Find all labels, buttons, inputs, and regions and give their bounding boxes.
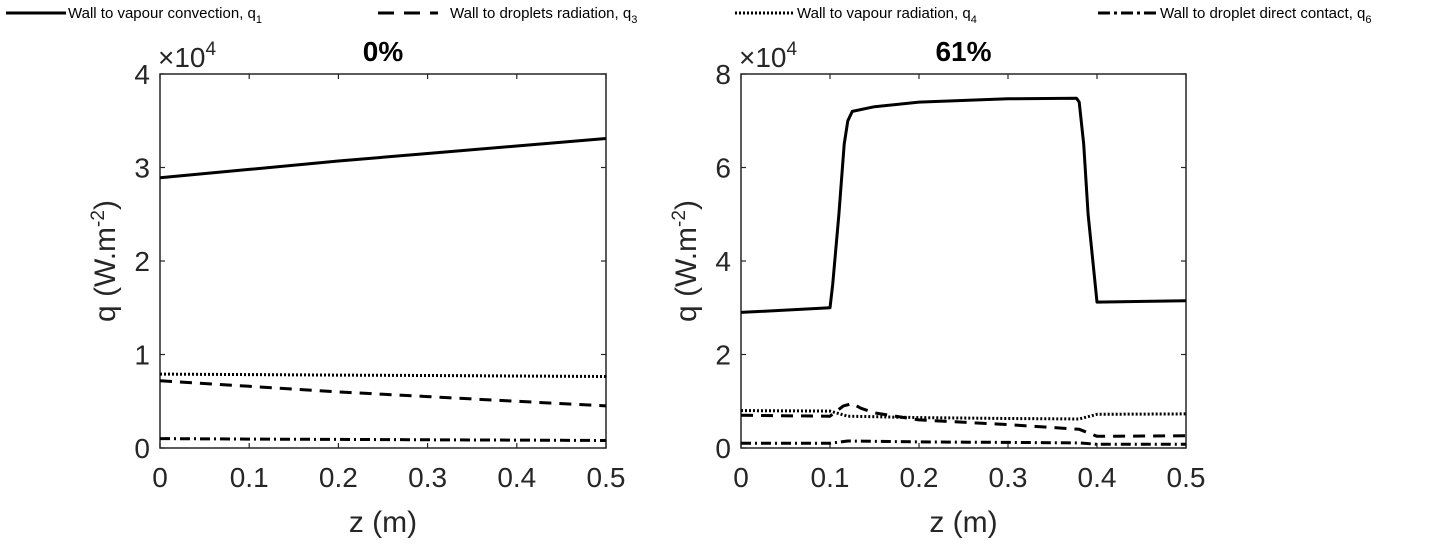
axes-box	[740, 73, 1187, 449]
y-axis-label: q (W.m-2)	[88, 200, 122, 322]
x-tick-label: 0.1	[811, 462, 850, 493]
x-tick-label: 0.1	[230, 462, 269, 493]
y-tick-label: 0	[715, 433, 731, 464]
y-tick-label: 0	[134, 433, 150, 464]
y-tick-label: 3	[134, 153, 150, 184]
chart-legend: Wall to vapour convection, q1 Wall to dr…	[6, 5, 1372, 26]
panel-title: 0%	[363, 36, 404, 67]
legend-item-q1: Wall to vapour convection, q1	[6, 5, 262, 26]
x-tick-label: 0.2	[900, 462, 939, 493]
y-axis-label: q (W.m-2)	[669, 200, 703, 322]
series-line-dashdot	[159, 437, 607, 442]
series-line-dashed	[740, 402, 1187, 438]
axis-scale-factor: ×104	[739, 39, 798, 73]
x-tick-label: 0.4	[497, 462, 536, 493]
series-line-dotted	[740, 409, 1187, 421]
series-line-dotted	[159, 372, 607, 378]
y-tick-label: 6	[715, 153, 731, 184]
x-axis-label: z (m)	[929, 506, 997, 539]
x-tick-label: 0.5	[1167, 462, 1206, 493]
y-tick-label: 8	[715, 59, 731, 90]
x-tick-label: 0.3	[408, 462, 447, 493]
panel-title: 61%	[935, 36, 991, 67]
y-tick-label: 4	[715, 246, 731, 277]
y-tick-label: 1	[134, 340, 150, 371]
panel-61pct: 0 0.1 0.2 0.3 0.4 0.5 0 2 4 6 8 z (m) q (W.m-2) ×104 6…	[669, 36, 1205, 539]
series-line-solid	[159, 137, 607, 180]
axes-box	[159, 73, 607, 449]
legend-label-q3: Wall to droplets radiation, q3	[450, 5, 637, 26]
legend-label-q6: Wall to droplet direct contact, q6	[1160, 5, 1372, 26]
y-tick-label: 2	[134, 246, 150, 277]
x-tick-label: 0	[152, 462, 168, 493]
x-axis-label: z (m)	[349, 506, 417, 539]
series-line-dashdot	[741, 439, 1186, 446]
x-tick-label: 0.5	[587, 462, 626, 493]
panel-0pct: 0 0.1 0.2 0.3 0.4 0.5 0 1 2 3 4 z (m) q (W.m-2) ×104 0…	[88, 36, 625, 539]
legend-label-q4: Wall to vapour radiation, q4	[797, 5, 977, 26]
series-line-dashed	[159, 379, 607, 408]
legend-item-q6: Wall to droplet direct contact, q6	[1098, 5, 1372, 26]
legend-label-q1: Wall to vapour convection, q1	[68, 5, 262, 26]
x-tick-label: 0.3	[989, 462, 1028, 493]
x-tick-label: 0.4	[1078, 462, 1117, 493]
y-tick-label: 2	[715, 340, 731, 371]
x-tick-label: 0	[733, 462, 749, 493]
x-tick-label: 0.2	[319, 462, 358, 493]
y-tick-label: 4	[134, 59, 150, 90]
legend-item-q3: Wall to droplets radiation, q3	[378, 5, 637, 26]
series-line-solid	[740, 96, 1187, 314]
legend-item-q4: Wall to vapour radiation, q4	[735, 5, 977, 26]
axis-scale-factor: ×104	[158, 39, 217, 73]
